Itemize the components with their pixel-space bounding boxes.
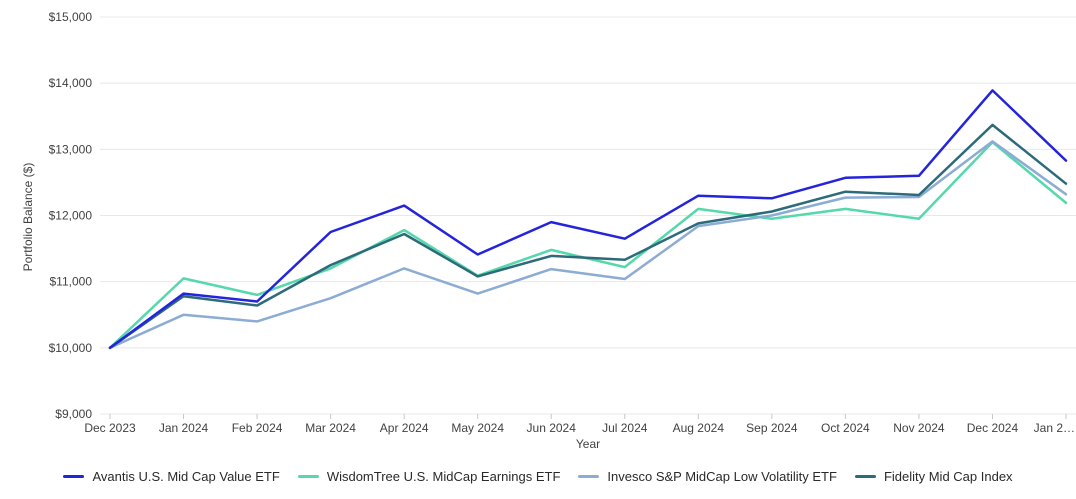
- y-tick-label: $12,000: [49, 209, 93, 223]
- x-tick-label: Jun 2024: [527, 421, 577, 435]
- x-tick-label: Sep 2024: [746, 421, 798, 435]
- x-tick-label: Jul 2024: [602, 421, 648, 435]
- legend-label: Fidelity Mid Cap Index: [883, 469, 1013, 484]
- y-tick-label: $11,000: [50, 275, 93, 289]
- series-line-invesco-s-p-midcap-low-volatility-etf[interactable]: [108, 140, 1068, 350]
- legend-item-invesco-s-p-midcap-low-volatility-etf[interactable]: Invesco S&P MidCap Low Volatility ETF: [578, 469, 837, 484]
- x-tick-label: Jan 2…: [1034, 421, 1075, 435]
- legend-marker-icon: [297, 475, 319, 478]
- legend-item-avantis-u-s-mid-cap-value-etf[interactable]: Avantis U.S. Mid Cap Value ETF: [63, 469, 280, 484]
- legend-label: Invesco S&P MidCap Low Volatility ETF: [607, 469, 837, 484]
- x-tick-label: Aug 2024: [673, 421, 725, 435]
- portfolio-line-chart: $9,000 $10,000 $11,000 $12,000 $13,000 $14,00…: [49, 10, 1076, 435]
- legend-item-fidelity-mid-cap-index[interactable]: Fidelity Mid Cap Index: [854, 469, 1013, 484]
- x-tick-label: Nov 2024: [893, 421, 945, 435]
- y-tick-label: $13,000: [49, 142, 93, 156]
- legend-item-wisdomtree-u-s-midcap-earnings-etf[interactable]: WisdomTree U.S. MidCap Earnings ETF: [297, 469, 561, 484]
- legend-label: Avantis U.S. Mid Cap Value ETF: [92, 469, 280, 484]
- x-tick-label: Dec 2024: [967, 421, 1019, 435]
- legend-marker-icon: [854, 475, 876, 478]
- x-tick-label: Feb 2024: [232, 421, 283, 435]
- series-line-avantis-u-s-mid-cap-value-etf[interactable]: [108, 89, 1068, 350]
- y-tick-label: $15,000: [49, 10, 93, 24]
- x-tick-label: Jan 2024: [159, 421, 209, 435]
- legend: Avantis U.S. Mid Cap Value ETF WisdomTree…: [0, 469, 1076, 484]
- legend-label: WisdomTree U.S. MidCap Earnings ETF: [326, 469, 561, 484]
- y-axis-title: Portfolio Balance ($): [21, 162, 35, 272]
- y-tick-label: $14,000: [49, 76, 93, 90]
- legend-marker-icon: [63, 475, 85, 478]
- y-tick-label: $10,000: [49, 341, 93, 355]
- x-tick-label: Apr 2024: [380, 421, 429, 435]
- legend-marker-icon: [578, 475, 600, 478]
- x-tick-label: Mar 2024: [305, 421, 356, 435]
- x-tick-label: May 2024: [451, 421, 504, 435]
- y-tick-label: $9,000: [55, 407, 92, 421]
- series-line-fidelity-mid-cap-index[interactable]: [108, 123, 1068, 350]
- x-axis-title: Year: [575, 437, 601, 451]
- x-tick-label: Dec 2023: [84, 421, 136, 435]
- x-tick-label: Oct 2024: [821, 421, 870, 435]
